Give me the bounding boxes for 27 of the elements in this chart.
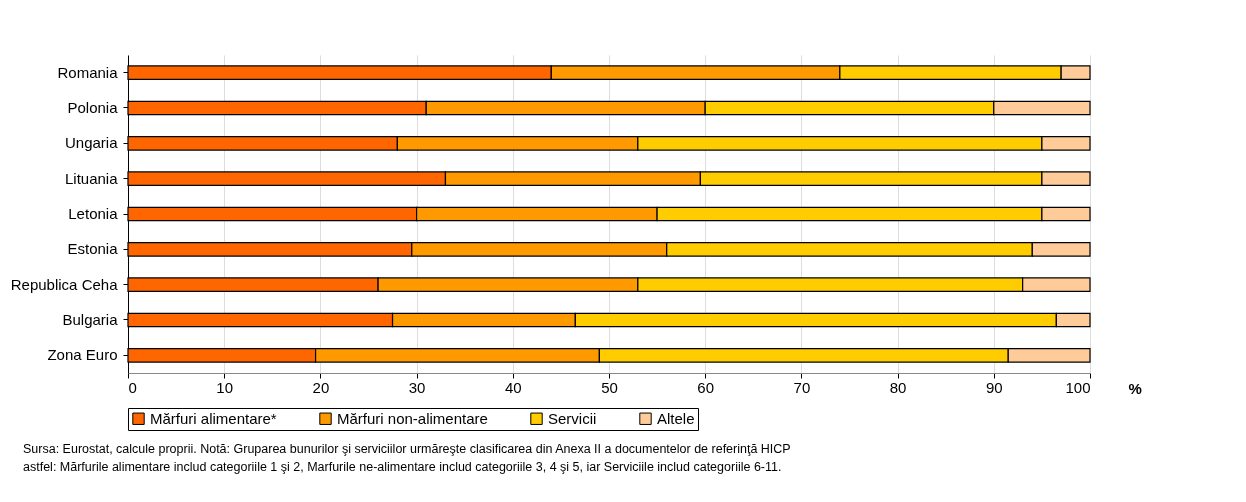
x-tick-label: 0	[128, 378, 137, 396]
x-tick-label: 30	[408, 378, 426, 396]
y-tick-label: Lituania	[64, 169, 119, 187]
y-tick-label: Polonia	[67, 99, 119, 116]
y-tick-label: Letonia	[68, 205, 119, 222]
text: astfel: Mărfurile alimentare includ categoriile 1 şi 2, Marfurile ne-alimentare includ categoriile 3, 4 şi 5, iar Serviciile includ categoriile 6-11.	[23, 459, 782, 474]
y-tick-label: Romania	[57, 63, 119, 81]
y-tick-label: Estonia	[67, 240, 119, 258]
y-tick-label: Ungaria	[64, 134, 119, 152]
x-tick-label: 20	[312, 378, 330, 396]
legend-label: Mărfuri non-alimentare	[337, 409, 488, 427]
x-tick-label: 100	[1065, 378, 1091, 396]
legend-label: Altele	[657, 409, 695, 427]
x-axis-title: %	[1128, 379, 1142, 397]
x-tick-label: 60	[697, 378, 715, 396]
x-tick-label: 40	[504, 378, 522, 396]
y-tick-label: Bulgaria	[62, 311, 119, 328]
legend-label: Mărfuri alimentare*	[150, 409, 277, 427]
x-tick-label: 70	[793, 378, 811, 396]
legend-label: Servicii	[548, 409, 597, 427]
x-tick-label: 10	[216, 378, 234, 396]
text: Sursa: Eurostat, calcule proprii. Notă: Gruparea bunurilor şi serviciilor urmăreşte clasificarea din Anexa II a documentelor de referinţă HICP	[23, 441, 791, 456]
x-tick-label: 50	[601, 378, 618, 396]
y-tick-label: Republica Ceha	[10, 275, 119, 293]
x-tick-label: 90	[985, 378, 1003, 396]
x-tick-label: 80	[889, 378, 907, 396]
y-tick-label: Zona Euro	[47, 346, 118, 364]
